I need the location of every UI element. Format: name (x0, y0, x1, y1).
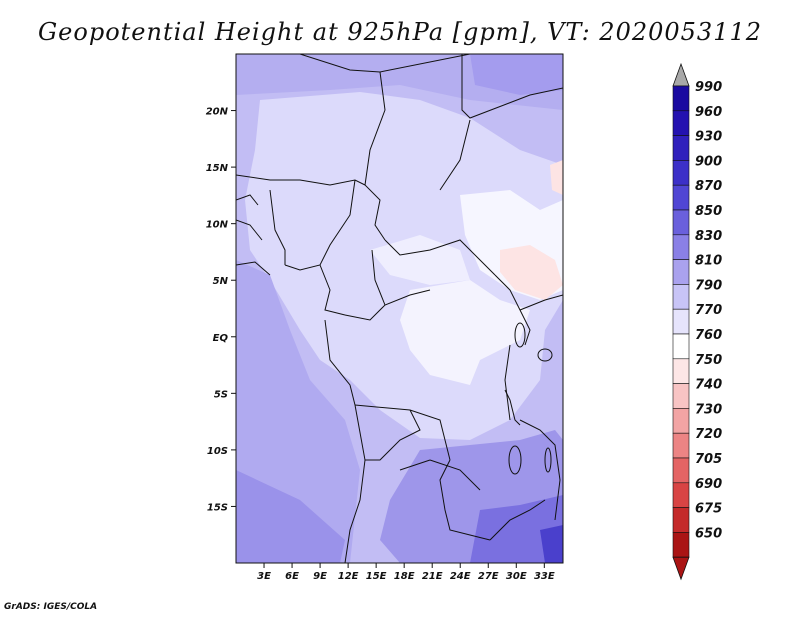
colorbar-swatch (672, 408, 690, 434)
colorbar-swatch (672, 507, 690, 533)
field-white-patch-central (400, 280, 530, 385)
colorbar-label: 810 (695, 254, 722, 269)
colorbar-swatch (672, 432, 690, 459)
colorbar-label: 850 (695, 204, 722, 219)
lat-tick-label: 10N (206, 220, 229, 231)
lon-tick-label: 6E (285, 571, 299, 582)
colorbar-label: 750 (695, 353, 722, 368)
colorbar-label: 960 (695, 105, 722, 120)
colorbar-swatch (672, 284, 690, 310)
colorbar-bottom-arrow (672, 556, 690, 581)
colorbar-swatch (672, 383, 690, 409)
colorbar-label: 900 (695, 154, 722, 169)
lon-tick-label: 33E (534, 571, 555, 582)
lon-tick-label: 30E (506, 571, 527, 582)
colorbar-label: 990 (695, 80, 722, 95)
colorbar-swatch (672, 85, 690, 112)
colorbar-swatch (672, 358, 690, 384)
colorbar-label: 830 (695, 229, 722, 244)
colorbar-top-arrow (672, 62, 690, 87)
colorbar-label: 740 (695, 378, 722, 393)
lon-tick-label: 3E (257, 571, 271, 582)
colorbar-swatch (672, 135, 690, 161)
colorbar-label: 705 (695, 452, 722, 467)
colorbar-swatch (672, 110, 690, 136)
credit-label: GrADS: IGES/COLA (4, 602, 98, 612)
colorbar-swatch (672, 259, 690, 285)
colorbar-swatch (672, 308, 690, 335)
lon-tick-label: 27E (478, 571, 499, 582)
colorbar-swatch (672, 333, 690, 360)
lon-tick-label: 15E (366, 571, 387, 582)
field-white-patch-north (370, 235, 470, 285)
country-borders (236, 54, 563, 563)
lake-outlines (504, 322, 553, 475)
map-title: Geopotential Height at 925hPa [gpm], VT:… (38, 18, 762, 46)
colorbar-swatch (672, 234, 690, 260)
longitude-axis: 3E 6E 9E 12E 15E 18E 21E 24E 27E 30E 33E (257, 563, 555, 582)
colorbar-label: 870 (695, 179, 722, 194)
lon-tick-label: 12E (338, 571, 359, 582)
field-pink-patch (500, 245, 563, 300)
lon-tick-label: 9E (313, 571, 327, 582)
field-pink-patch-ne (550, 160, 563, 195)
colorbar-label: 770 (695, 303, 722, 318)
colorbar-label: 720 (695, 427, 722, 442)
lat-tick-label: 5S (214, 389, 228, 400)
colorbar: 990 960 930 900 870 850 830 810 790 770 760 750 740 7… (672, 62, 722, 581)
colorbar-label: 760 (695, 328, 722, 343)
lat-tick-label: 5N (213, 276, 229, 287)
lat-tick-label: EQ (213, 333, 229, 344)
lat-tick-label: 15S (207, 502, 228, 513)
lat-tick-label: 10S (207, 446, 228, 457)
colorbar-swatch (672, 457, 690, 484)
lon-tick-label: 21E (422, 571, 443, 582)
colorbar-label: 650 (695, 526, 722, 541)
colorbar-swatch (672, 532, 690, 558)
colorbar-swatch (672, 209, 690, 236)
latitude-axis: 20N 15N 10N 5N EQ 5S 10S 15S (206, 107, 236, 513)
field-southwest (236, 470, 345, 563)
lat-tick-label: 20N (206, 107, 229, 118)
colorbar-swatch (672, 184, 690, 211)
field-southeast-dark (470, 495, 563, 563)
colorbar-label: 790 (695, 278, 722, 293)
lon-tick-label: 18E (394, 571, 415, 582)
colorbar-label: 930 (695, 130, 722, 145)
colorbar-label: 690 (695, 477, 722, 492)
geopotential-field (236, 54, 563, 563)
map-frame (235, 53, 564, 564)
field-northeast (470, 54, 563, 95)
lon-tick-label: 24E (450, 571, 471, 582)
colorbar-label: 730 (695, 402, 722, 417)
field-southeast-deep (540, 525, 563, 563)
colorbar-swatch (672, 160, 690, 186)
lat-tick-label: 15N (206, 163, 229, 174)
colorbar-swatch (672, 482, 690, 508)
colorbar-label: 675 (695, 502, 722, 517)
